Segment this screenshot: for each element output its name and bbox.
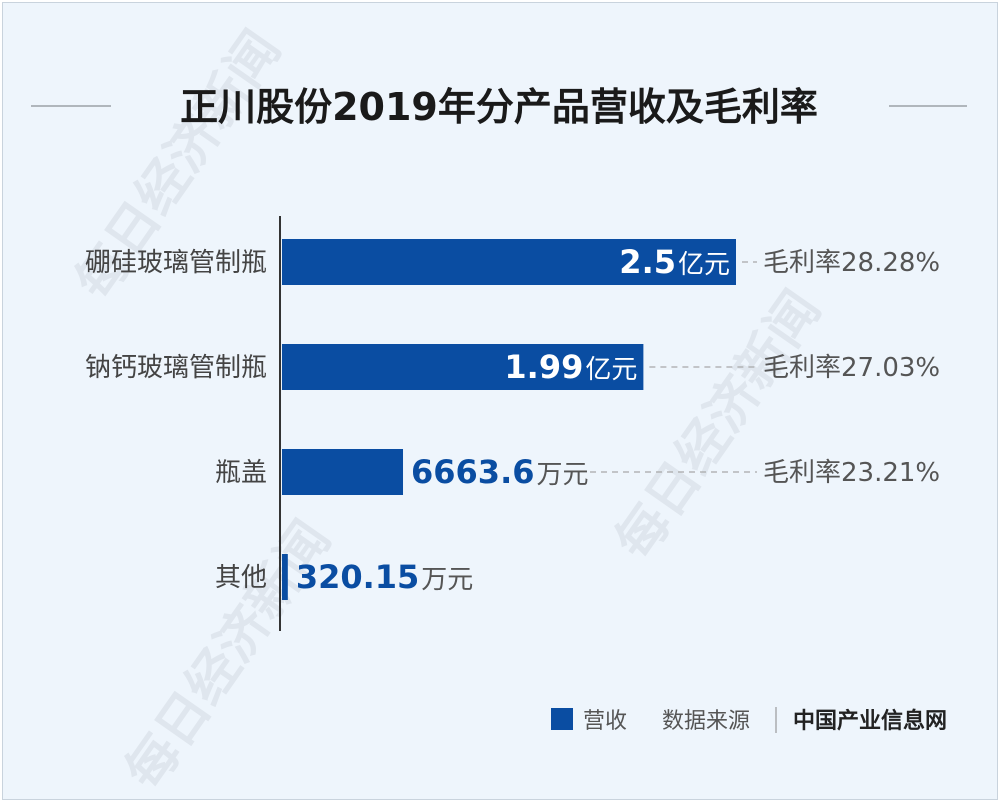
data-label: 1.99亿元 xyxy=(504,348,637,386)
data-label-number: 320.15 xyxy=(296,558,419,596)
legend-source-label: 数据来源 xyxy=(662,709,750,734)
data-label: 320.15万元 xyxy=(296,558,474,596)
watermark-group: 每日经济新闻 每日经济新闻 每日经济新闻 xyxy=(64,20,833,799)
data-label-number: 2.5 xyxy=(619,243,676,281)
watermark-2: 每日经济新闻 xyxy=(604,280,833,571)
data-label-number: 1.99 xyxy=(504,348,583,386)
data-label: 6663.6万元 xyxy=(411,453,589,491)
gross-margin-label: 毛利率27.03% xyxy=(763,353,940,383)
legend-source-name: 中国产业信息网 xyxy=(793,708,947,734)
watermark-3: 每日经济新闻 xyxy=(114,510,343,799)
gross-margin-label: 毛利率23.21% xyxy=(763,458,940,488)
legend-series-label: 营收 xyxy=(583,709,627,734)
category-label: 其他 xyxy=(215,563,267,593)
bars-layer: 硼硅玻璃管制瓶 2.5亿元 毛利率28.28%钠钙玻璃管制瓶 1.99亿元 毛利率27.… xyxy=(85,239,940,600)
bar xyxy=(282,344,644,390)
data-label: 2.5亿元 xyxy=(619,243,730,281)
chart-title: 正川股份2019年分产品营收及毛利率 xyxy=(180,85,818,129)
bar xyxy=(282,554,288,600)
bar xyxy=(282,449,404,495)
bar xyxy=(282,239,736,285)
legend-swatch xyxy=(551,708,573,730)
category-label: 硼硅玻璃管制瓶 xyxy=(85,248,267,278)
category-label: 瓶盖 xyxy=(215,458,267,488)
gross-margin-label: 毛利率28.28% xyxy=(763,248,940,278)
category-label: 钠钙玻璃管制瓶 xyxy=(85,353,267,383)
data-label-unit: 万元 xyxy=(536,460,588,490)
data-label-number: 6663.6 xyxy=(411,453,534,491)
data-label-unit: 亿元 xyxy=(585,355,637,385)
data-label-unit: 亿元 xyxy=(678,250,730,280)
chart-svg: 每日经济新闻 每日经济新闻 每日经济新闻 正川股份2019年分产品营收及毛利率 … xyxy=(31,20,967,799)
data-label-unit: 万元 xyxy=(421,565,473,595)
